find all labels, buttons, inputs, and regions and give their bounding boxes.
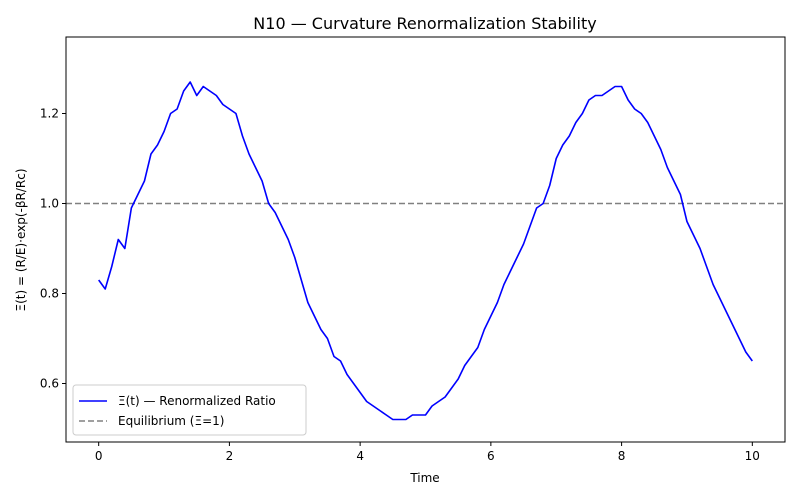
y-tick-label: 0.6 bbox=[40, 377, 59, 391]
y-tick-label: 1.0 bbox=[40, 197, 59, 211]
x-tick-label: 0 bbox=[95, 449, 103, 463]
legend-label-equilibrium: Equilibrium (Ξ=1) bbox=[118, 414, 224, 428]
legend-label-ratio: Ξ(t) — Renormalized Ratio bbox=[118, 394, 276, 408]
y-tick-label: 0.8 bbox=[40, 287, 59, 301]
x-axis-label: Time bbox=[409, 471, 439, 485]
x-tick-label: 10 bbox=[745, 449, 760, 463]
x-tick-label: 2 bbox=[226, 449, 234, 463]
chart-title: N10 — Curvature Renormalization Stabilit… bbox=[253, 14, 596, 33]
x-tick-label: 8 bbox=[618, 449, 626, 463]
y-axis-label: Ξ(t) = (R/E)·exp(-βR/Rc) bbox=[14, 168, 28, 311]
x-tick-label: 6 bbox=[487, 449, 495, 463]
x-tick-label: 4 bbox=[356, 449, 364, 463]
legend: Ξ(t) — Renormalized Ratio Equilibrium (Ξ… bbox=[73, 385, 306, 435]
y-tick-label: 1.2 bbox=[40, 107, 59, 121]
